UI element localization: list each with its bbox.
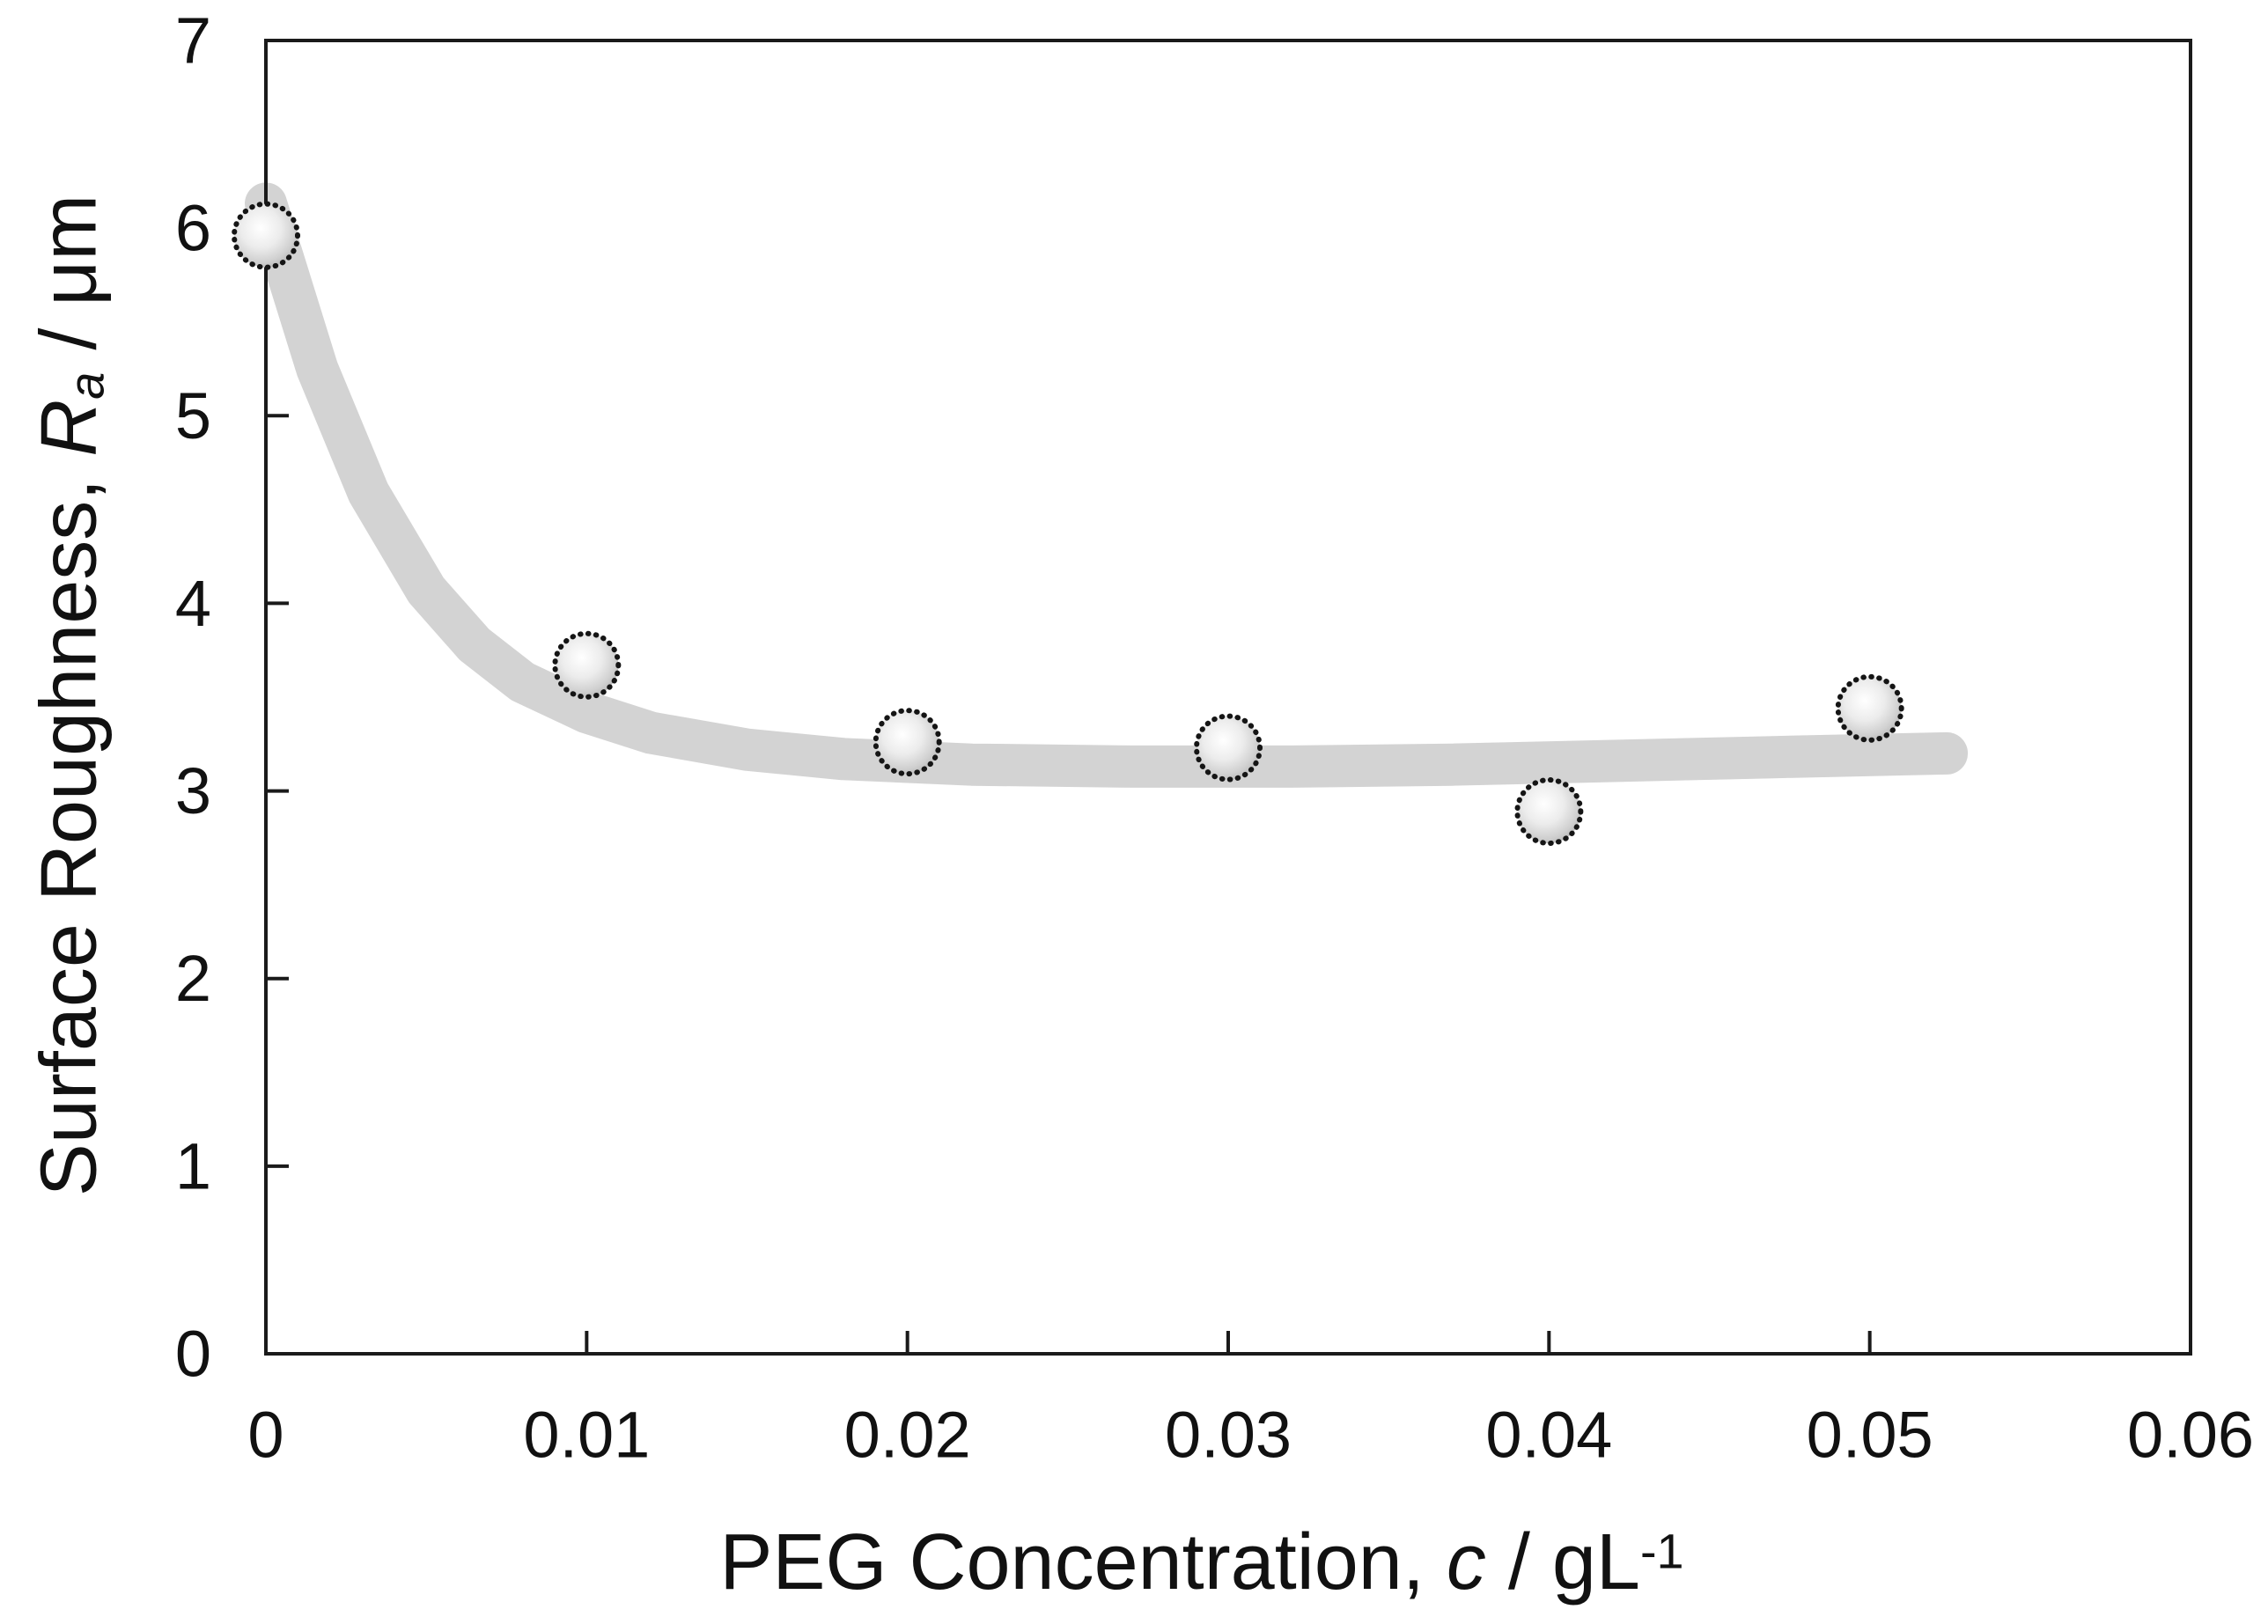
y-tick-label: 7 xyxy=(175,4,211,77)
x-tick-label: 0.01 xyxy=(523,1399,650,1472)
y-tick-label: 2 xyxy=(175,942,211,1015)
y-tick-label: 5 xyxy=(175,379,211,452)
data-point xyxy=(876,710,939,774)
x-tick-label: 0.04 xyxy=(1485,1399,1612,1472)
y-axis-symbol: R xyxy=(26,400,114,457)
trend-line xyxy=(266,203,1947,767)
x-axis-separator: / xyxy=(1486,1518,1552,1606)
data-point xyxy=(555,634,618,697)
x-axis-symbol: c xyxy=(1447,1518,1486,1606)
x-tick-label: 0.02 xyxy=(844,1399,971,1472)
x-axis-title-text: PEG Concentration, xyxy=(719,1518,1446,1606)
chart-figure: 0 0.01 0.02 0.03 0.04 0.05 0.06 0 1 2 3 4 5 6 7 Surfac… xyxy=(0,0,2268,1624)
data-point xyxy=(1197,716,1260,780)
x-tick-label: 0.03 xyxy=(1165,1399,1292,1472)
x-axis-unit-exponent: -1 xyxy=(1640,1524,1684,1579)
y-tick-label: 6 xyxy=(175,192,211,265)
x-axis-unit: gL xyxy=(1552,1518,1640,1606)
y-tick-label: 0 xyxy=(175,1318,211,1391)
data-point xyxy=(234,204,298,268)
x-axis-title: PEG Concentration, c / gL-1 xyxy=(719,1523,1683,1602)
x-tick-label: 0.05 xyxy=(1807,1399,1933,1472)
x-tick-label: 0.06 xyxy=(2127,1399,2254,1472)
x-tick-label: 0 xyxy=(247,1399,284,1472)
y-tick-label: 3 xyxy=(175,754,211,827)
y-axis-title: Surface Roughness, Ra / μm xyxy=(30,195,112,1196)
y-axis-symbol-subscript: a xyxy=(59,372,114,400)
y-tick-label: 1 xyxy=(175,1129,211,1202)
y-tick-label: 4 xyxy=(175,567,211,640)
y-axis-unit: / μm xyxy=(26,195,114,372)
y-axis-title-text: Surface Roughness, xyxy=(26,457,114,1197)
data-point xyxy=(1517,780,1580,843)
plot-area: 0 0.01 0.02 0.03 0.04 0.05 0.06 0 1 2 3 4 5 6 7 xyxy=(0,0,2268,1624)
data-point xyxy=(1838,677,1902,740)
